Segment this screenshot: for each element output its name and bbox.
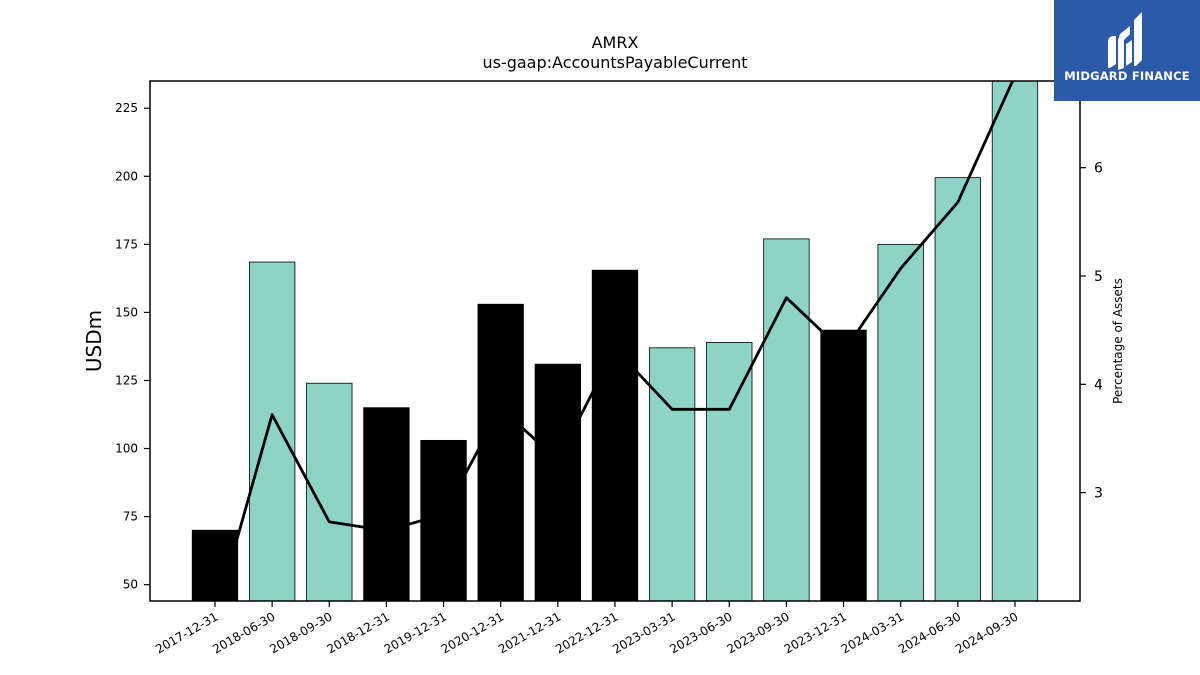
x-tick-label: 2018-09-30 <box>267 609 334 656</box>
x-tick-label: 2018-12-31 <box>325 609 392 656</box>
y-tick-label: 75 <box>123 510 138 524</box>
x-tick-label: 2023-09-30 <box>724 609 791 656</box>
x-tick-label: 2024-03-31 <box>839 609 906 656</box>
bar-2019-12-31 <box>420 439 467 601</box>
bar-2023-12-31 <box>820 329 867 601</box>
midgard-logo-icon <box>1108 12 1142 70</box>
y2-axis-label: Percentage of Assets <box>1111 278 1125 404</box>
plot-area: 507510012515017520022534562017-12-312018… <box>115 80 1103 656</box>
y-axis-label: USDm <box>82 310 106 372</box>
brand-logo: MIDGARD FINANCE <box>1054 0 1200 101</box>
y2-tick-label: 6 <box>1094 161 1103 177</box>
chart-title: AMRX <box>592 33 639 52</box>
x-tick-label: 2018-06-30 <box>210 609 277 656</box>
bar-2020-12-31 <box>477 303 524 601</box>
bar-2023-09-30 <box>763 238 810 601</box>
x-tick-label: 2023-03-31 <box>610 609 677 656</box>
x-tick-label: 2022-12-31 <box>553 609 620 656</box>
plot-clip-group <box>191 81 1039 601</box>
x-tick-label: 2024-09-30 <box>953 609 1020 656</box>
y-tick-label: 125 <box>115 373 138 387</box>
bar-2023-06-30 <box>706 341 753 601</box>
brand-name: MIDGARD FINANCE <box>1064 69 1190 83</box>
x-tick-label: 2017-12-31 <box>153 609 220 656</box>
percentage-of-assets-line <box>218 81 1015 601</box>
y-tick-label: 100 <box>115 442 138 456</box>
chart-subtitle: us-gaap:AccountsPayableCurrent <box>482 53 747 72</box>
x-tick-label: 2023-12-31 <box>782 609 849 656</box>
bar-2022-12-31 <box>591 269 639 601</box>
y-tick-label: 150 <box>115 305 138 319</box>
x-tick-label: 2020-12-31 <box>439 609 506 656</box>
y2-tick-label: 5 <box>1094 269 1103 285</box>
y-tick-label: 200 <box>115 169 138 183</box>
x-tick-label: 2019-12-31 <box>382 609 449 656</box>
y-tick-label: 50 <box>123 578 138 592</box>
x-tick-label: 2023-06-30 <box>667 609 734 656</box>
y2-tick-label: 4 <box>1094 377 1103 393</box>
bar-2023-03-31 <box>648 347 696 601</box>
y-tick-label: 225 <box>115 101 138 115</box>
bar-2018-12-31 <box>363 407 410 601</box>
bar-2018-06-30 <box>248 261 296 601</box>
bar-2024-09-30 <box>991 81 1039 601</box>
bar-2024-03-31 <box>877 243 924 601</box>
y2-tick-label: 3 <box>1094 486 1103 502</box>
bar-2024-06-30 <box>934 177 981 601</box>
y-tick-label: 175 <box>115 237 138 251</box>
bar-2021-12-31 <box>534 363 581 601</box>
x-tick-label: 2024-06-30 <box>896 609 963 656</box>
x-tick-label: 2021-12-31 <box>496 609 563 656</box>
